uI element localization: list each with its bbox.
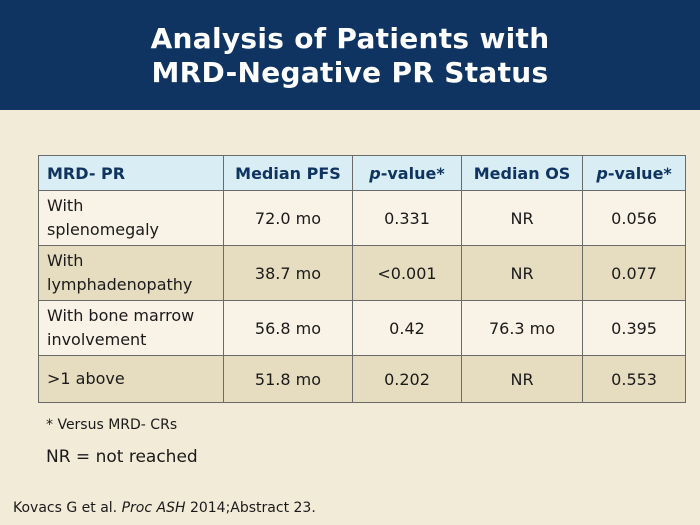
cell-median-os: NR (460, 245, 584, 301)
table-row: With splenomegaly 72.0 mo 0.331 NR 0.056 (38, 190, 686, 246)
cell-pfs-p-value: 0.331 (352, 190, 462, 246)
row-label: >1 above (38, 355, 224, 403)
cell-os-p-value: 0.056 (582, 190, 686, 246)
header-group: MRD- PR (38, 155, 224, 191)
table-row: >1 above 51.8 mo 0.202 NR 0.553 (38, 355, 686, 403)
citation: Kovacs G et al. Proc ASH 2014;Abstract 2… (13, 500, 316, 516)
cell-median-pfs: 56.8 mo (222, 300, 354, 356)
cell-os-p-value: 0.395 (582, 300, 686, 356)
row-label-line2: lymphadenopathy (47, 275, 193, 294)
cell-median-pfs: 51.8 mo (222, 355, 354, 403)
header-os-p-rest: -value* (607, 163, 672, 183)
slide-title: Analysis of Patients with MRD-Negative P… (0, 22, 700, 90)
title-line-1: Analysis of Patients with (150, 22, 550, 55)
header-pfs-p-italic: p (369, 163, 381, 183)
row-label-line1: With (47, 196, 84, 215)
results-table: MRD- PR Median PFS p-value* Median OS p-… (38, 155, 686, 403)
cell-median-os: NR (460, 355, 584, 403)
citation-rest: 2014;Abstract 23. (189, 500, 316, 516)
row-label-line2: involvement (47, 330, 147, 349)
row-label-line1: With (47, 251, 84, 270)
row-label: With bone marrow involvement (38, 300, 224, 356)
table-header-row: MRD- PR Median PFS p-value* Median OS p-… (38, 155, 686, 191)
cell-os-p-value: 0.077 (582, 245, 686, 301)
cell-median-os: NR (460, 190, 584, 246)
table-row: With lymphadenopathy 38.7 mo <0.001 NR 0.… (38, 245, 686, 301)
results-table-container: MRD- PR Median PFS p-value* Median OS p-… (38, 155, 686, 403)
header-median-os: Median OS (460, 155, 584, 191)
header-pfs-p-value: p-value* (352, 155, 462, 191)
cell-pfs-p-value: 0.42 (352, 300, 462, 356)
cell-os-p-value: 0.553 (582, 355, 686, 403)
footnote-nr: NR = not reached (46, 447, 198, 467)
citation-authors: Kovacs G et al. (13, 500, 118, 516)
cell-median-pfs: 38.7 mo (222, 245, 354, 301)
row-label: With lymphadenopathy (38, 245, 224, 301)
footnote-asterisk: * Versus MRD- CRs (46, 417, 178, 433)
row-label-line2: splenomegaly (47, 220, 160, 239)
row-label: With splenomegaly (38, 190, 224, 246)
title-line-2: MRD-Negative PR Status (151, 56, 549, 89)
header-pfs-p-rest: -value* (380, 163, 445, 183)
slide-header: Analysis of Patients with MRD-Negative P… (0, 0, 700, 110)
header-median-pfs: Median PFS (222, 155, 354, 191)
row-label-line1: With bone marrow (47, 306, 195, 325)
citation-journal: Proc ASH (121, 500, 186, 516)
cell-pfs-p-value: <0.001 (352, 245, 462, 301)
cell-pfs-p-value: 0.202 (352, 355, 462, 403)
table-row: With bone marrow involvement 56.8 mo 0.42… (38, 300, 686, 356)
header-os-p-value: p-value* (582, 155, 686, 191)
cell-median-pfs: 72.0 mo (222, 190, 354, 246)
row-label-line1: >1 above (47, 369, 125, 388)
cell-median-os: 76.3 mo (460, 300, 584, 356)
header-os-p-italic: p (596, 163, 608, 183)
